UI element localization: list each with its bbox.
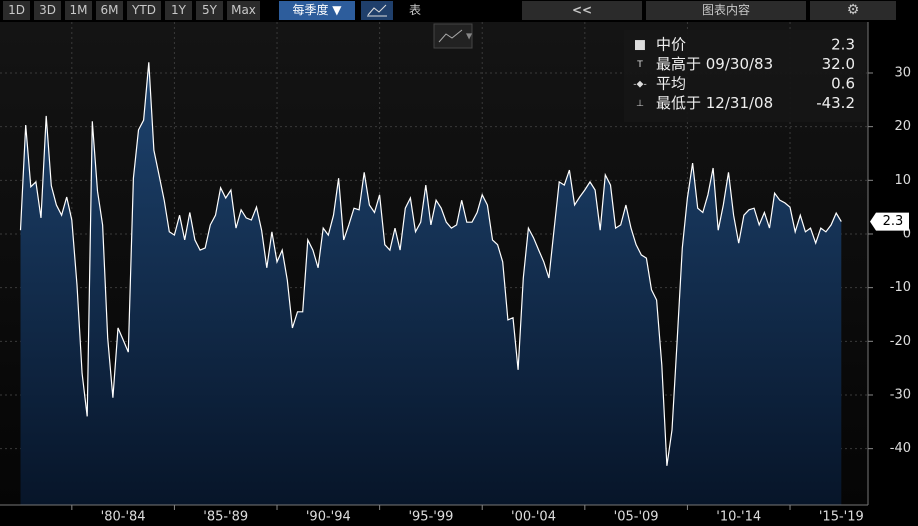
legend-icon: ■ xyxy=(634,38,646,53)
chart-content-button[interactable]: 图表内容 xyxy=(646,1,806,20)
y-tick-label: 0 xyxy=(903,226,911,241)
y-tick-label: 10 xyxy=(894,173,911,188)
legend-box xyxy=(624,30,866,122)
x-tick-label: '15-'19 xyxy=(819,510,864,525)
legend-label: 平均 xyxy=(656,75,686,93)
last-value-tag xyxy=(870,212,909,231)
data-line xyxy=(19,62,842,466)
x-tick-label: '05-'09 xyxy=(614,510,659,525)
line-chart-button[interactable] xyxy=(361,1,393,20)
chart-style-button[interactable] xyxy=(433,23,473,49)
table-button[interactable]: 表 xyxy=(398,1,432,20)
y-tick-label: 30 xyxy=(894,65,911,80)
x-tick-label: '80-'84 xyxy=(101,510,146,525)
y-tick-label: 20 xyxy=(894,119,911,134)
range-button[interactable]: 1Y xyxy=(165,1,192,20)
area-fill xyxy=(20,62,842,506)
y-tick-label: -10 xyxy=(890,280,911,295)
legend-value: 2.3 xyxy=(831,36,855,54)
legend-value: -43.2 xyxy=(816,94,855,112)
y-tick-label: -30 xyxy=(890,387,911,402)
chart-style-icon xyxy=(438,29,463,43)
legend-value: 32.0 xyxy=(822,55,855,73)
x-tick-label: '90-'94 xyxy=(306,510,351,525)
frequency-dropdown[interactable]: 每季度 ▼ xyxy=(279,1,355,20)
range-button[interactable]: 5Y xyxy=(196,1,223,20)
legend-label: 最低于 12/31/08 xyxy=(656,94,773,112)
line-chart-icon xyxy=(367,4,387,17)
x-tick-label: '10-'14 xyxy=(716,510,761,525)
range-button[interactable]: Max xyxy=(227,1,260,20)
legend-value: 0.6 xyxy=(831,75,855,93)
toolbar: 1D 3D 1M 6M YTD 1Y 5Y Max 每季度 ▼ 表 << 图表内容 ⚙ xyxy=(0,0,918,22)
range-button[interactable]: YTD xyxy=(127,1,161,20)
legend-icon: ⊥ xyxy=(636,99,644,109)
legend-label: 最高于 09/30/83 xyxy=(656,55,773,73)
settings-button[interactable]: ⚙ xyxy=(810,1,896,20)
range-button[interactable]: 1D xyxy=(3,1,30,20)
range-button[interactable]: 1M xyxy=(65,1,92,20)
y-tick-label: -20 xyxy=(890,334,911,349)
legend-label: 中价 xyxy=(656,36,686,54)
x-tick-label: '00-'04 xyxy=(511,510,556,525)
y-tick-label: -40 xyxy=(890,441,911,456)
x-tick-label: '95-'99 xyxy=(408,510,453,525)
legend-icon: -◆- xyxy=(633,80,646,90)
x-tick-label: '85-'89 xyxy=(203,510,248,525)
range-button[interactable]: 6M xyxy=(96,1,123,20)
collapse-button[interactable]: << xyxy=(522,1,642,20)
last-value-label: 2.3 xyxy=(883,214,904,229)
range-button[interactable]: 3D xyxy=(34,1,61,20)
legend-icon: T xyxy=(636,60,643,70)
dropdown-arrow: ▼ xyxy=(466,32,473,41)
